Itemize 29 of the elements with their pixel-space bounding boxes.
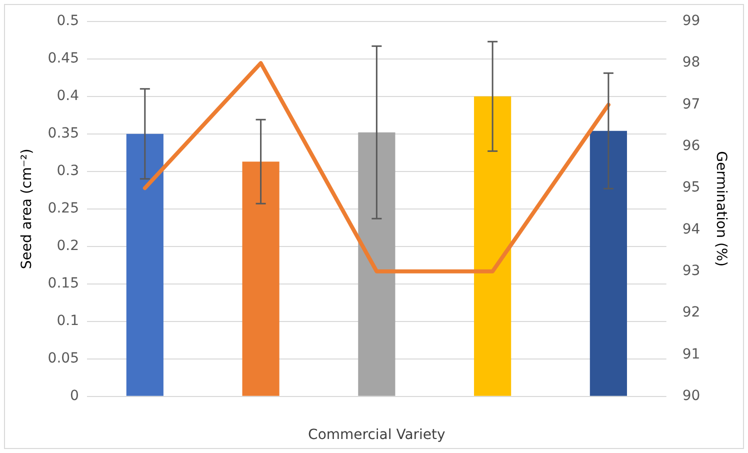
y2-tick-label: 92	[682, 304, 700, 321]
y-tick-label: 0.15	[48, 276, 79, 292]
y-tick-label: 0.4	[56, 88, 80, 104]
bar	[358, 132, 396, 396]
x-axis-title: Commercial Variety	[308, 427, 446, 444]
y-axis-title: Seed area (cm⁻²)	[19, 148, 36, 270]
bar	[242, 162, 280, 396]
y-tick-label: 0.05	[48, 350, 79, 367]
y-tick-label: 0.1	[56, 313, 79, 330]
bar	[126, 134, 164, 396]
y2-tick-label: 99	[682, 13, 700, 30]
y2-tick-label: 91	[682, 346, 700, 362]
y-tick-label: 0.2	[56, 238, 79, 254]
y2-axis-title: Germination (%)	[712, 151, 729, 267]
y2-tick-label: 90	[682, 388, 700, 404]
y-tick-label: 0.35	[48, 126, 79, 142]
y-tick-label: 0	[70, 388, 79, 404]
y-tick-label: 0.45	[48, 50, 79, 67]
y-tick-label: 0.25	[48, 200, 79, 217]
y2-tick-label: 93	[682, 263, 700, 280]
y-tick-label: 0.5	[56, 13, 79, 30]
bar	[590, 130, 627, 396]
y2-tick-label: 96	[682, 138, 700, 154]
bar	[474, 96, 512, 396]
y-tick-label: 0.3	[56, 163, 79, 180]
y2-tick-label: 98	[682, 54, 700, 71]
y2-tick-label: 94	[682, 221, 700, 238]
y2-tick-label: 97	[682, 96, 700, 112]
y2-tick-label: 95	[682, 180, 700, 196]
